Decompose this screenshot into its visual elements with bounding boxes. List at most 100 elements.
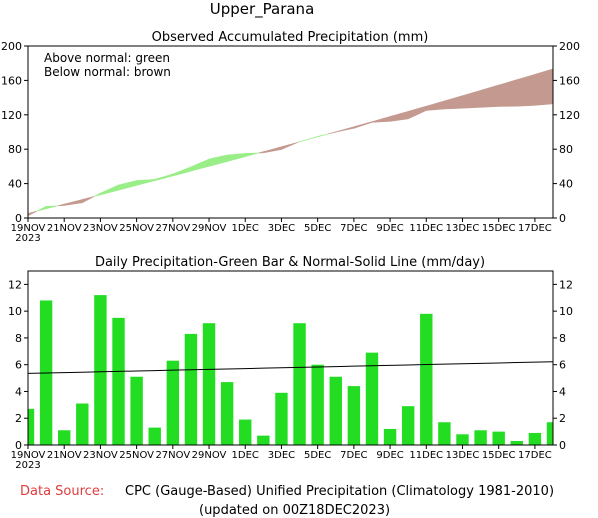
daily-bar [456,434,469,445]
x-tick-label: 21NOV [47,450,82,461]
annotation-above: Above normal: green [44,51,170,65]
above-normal-area [299,136,318,143]
daily-title: Daily Precipitation-Green Bar & Normal-S… [95,255,485,270]
x-tick-label: 7DEC [340,450,367,461]
below-normal-area [407,105,427,120]
normal-line [27,361,554,374]
below-normal-area [335,126,355,133]
daily-bar [401,406,415,445]
below-normal-area [327,131,337,135]
daily-bar [528,432,542,445]
y-tick-label-right: 160 [559,74,580,87]
x-tick-label: 11DEC [409,223,443,234]
x-tick-label: 25NOV [119,223,154,234]
region-title: Upper_Parana [210,0,315,19]
y-tick-label-left: 0 [15,212,22,225]
below-normal-area [480,84,499,108]
x-tick-label: 29NOV [192,223,227,234]
y-tick-label-left: 8 [15,332,22,345]
below-normal-area [353,121,373,129]
daily-bar [202,323,216,445]
x-tick-label: 3DEC [268,450,295,461]
y-tick-label-left: 10 [8,305,22,318]
daily-bar [94,295,107,445]
below-normal-area [63,199,83,206]
data-source-text: CPC (Gauge-Based) Unified Precipitation … [125,484,554,499]
x-tick-label: 11DEC [409,450,443,461]
above-normal-area [36,205,47,212]
x-tick-label: 23NOV [83,450,118,461]
daily-bar [365,352,379,445]
x-year-label: 2023 [15,460,40,471]
y-tick-label-left: 4 [15,385,22,398]
below-normal-area [27,210,37,217]
above-normal-area [100,184,119,196]
y-tick-label-right: 2 [559,412,566,425]
y-tick-label-left: 12 [8,278,22,291]
x-tick-label: 19NOV [11,450,46,461]
daily-bar [546,422,553,445]
y-tick-label-left: 0 [15,439,22,452]
y-tick-label-right: 0 [559,439,566,452]
x-tick-label: 13DEC [446,450,480,461]
updated-text: (updated on 00Z18DEC2023) [199,503,390,518]
y-tick-label-left: 6 [15,359,22,372]
daily-bar [510,440,523,445]
daily-bar [257,435,270,445]
y-tick-label-left: 40 [8,178,22,191]
accumulated-panel: Observed Accumulated Precipitation (mm) … [1,30,580,244]
above-normal-area [172,166,192,177]
y-tick-label-right: 0 [559,212,566,225]
below-normal-area [263,146,282,154]
x-tick-label: 17DEC [518,450,552,461]
daily-bar [112,317,125,445]
above-normal-area [208,154,228,167]
daily-bar [329,376,342,445]
data-source-label: Data Source: [20,484,104,499]
above-normal-area [154,173,174,182]
y-tick-label-right: 120 [559,109,580,122]
x-tick-label: 19NOV [11,223,46,234]
daily-bar [28,408,35,445]
daily-bar [220,382,234,445]
plot-frame [27,45,554,219]
x-tick-label: 23NOV [83,223,118,234]
below-normal-area [82,196,95,204]
x-tick-label: 15DEC [482,450,516,461]
daily-bar [130,376,143,445]
daily-bar [275,392,288,445]
above-normal-area [136,179,156,186]
x-tick-label: 7DEC [340,223,367,234]
y-tick-label-right: 12 [559,278,573,291]
daily-bar [438,422,451,445]
below-normal-area [389,110,409,122]
x-tick-label: 17DEC [518,223,552,234]
below-normal-area [534,68,554,106]
x-tick-label: 9DEC [376,450,403,461]
y-tick-label-left: 80 [8,143,22,156]
daily-bar [148,427,161,445]
daily-bar [383,428,397,445]
below-normal-area [516,73,536,107]
x-tick-label: 15DEC [482,223,516,234]
above-normal-area [118,180,137,191]
above-normal-area [190,158,210,172]
daily-bar [239,419,252,445]
accumulated-title: Observed Accumulated Precipitation (mm) [152,30,429,45]
daily-bar [184,333,198,445]
y-tick-label-left: 2 [15,412,22,425]
x-tick-label: 9DEC [376,223,403,234]
y-tick-label-right: 200 [559,40,580,53]
y-tick-label-left: 120 [1,109,22,122]
daily-bar [166,360,180,445]
y-tick-label-right: 4 [559,385,566,398]
x-tick-label: 27NOV [155,223,190,234]
below-normal-area [498,79,518,107]
x-tick-label: 3DEC [268,223,295,234]
below-normal-area [462,89,481,109]
x-tick-label: 29NOV [192,450,227,461]
below-normal-area [371,116,391,123]
daily-bar [492,431,505,445]
x-tick-label: 25NOV [119,450,154,461]
